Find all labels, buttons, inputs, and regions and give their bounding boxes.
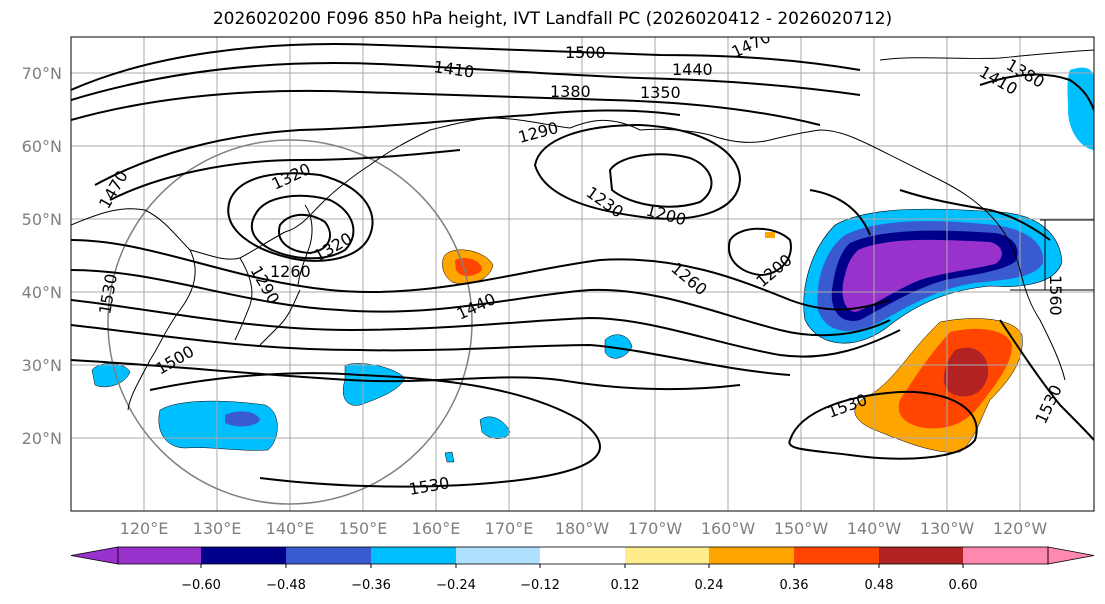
lat-label: 60°N bbox=[22, 137, 62, 156]
colorbar-segment bbox=[709, 547, 794, 564]
colorbar-tick-label: 0.60 bbox=[949, 578, 978, 593]
lon-label: 140°E bbox=[266, 519, 315, 538]
colorbar-tick-label: −0.36 bbox=[351, 578, 391, 593]
contour-label: 1440 bbox=[672, 60, 713, 79]
colorbar-segment bbox=[456, 547, 540, 564]
lat-label: 30°N bbox=[22, 356, 62, 375]
map-frame bbox=[70, 36, 1095, 512]
colorbar-tick-label: 0.48 bbox=[865, 578, 894, 593]
lon-label: 120°W bbox=[993, 519, 1048, 538]
contour-label: 1560 bbox=[1046, 275, 1065, 316]
colorbar-segment bbox=[963, 547, 1048, 564]
colorbar-segment bbox=[540, 547, 625, 564]
lat-label: 20°N bbox=[22, 429, 62, 448]
colorbar-extend-low bbox=[70, 546, 119, 565]
colorbar-segment bbox=[371, 547, 456, 564]
contour-label: 1500 bbox=[565, 43, 606, 62]
contour-label: 1350 bbox=[640, 83, 681, 102]
colorbar-extend-high bbox=[1047, 546, 1095, 565]
colorbar-tick-labels: −0.60 −0.48 −0.36 −0.24 −0.12 0.12 0.24 … bbox=[181, 578, 977, 593]
colorbar-tick-label: −0.60 bbox=[181, 578, 221, 593]
colorbar-segment bbox=[625, 547, 709, 564]
lon-label: 160°E bbox=[412, 519, 461, 538]
colorbar-segment bbox=[879, 547, 963, 564]
lat-label: 70°N bbox=[22, 64, 62, 83]
colorbar-tick-label: 0.12 bbox=[611, 578, 640, 593]
lon-label: 130°E bbox=[193, 519, 242, 538]
colorbar-segment bbox=[286, 547, 371, 564]
lon-label: 140°W bbox=[847, 519, 902, 538]
lon-label: 160°W bbox=[701, 519, 756, 538]
lon-label: 150°E bbox=[339, 519, 388, 538]
lon-label: 170°E bbox=[485, 519, 534, 538]
search-radius-circle bbox=[107, 139, 473, 505]
lat-label: 40°N bbox=[22, 283, 62, 302]
colorbar-outline bbox=[117, 546, 1049, 565]
colorbar-tick-label: 0.36 bbox=[780, 578, 809, 593]
lat-label: 50°N bbox=[22, 210, 62, 229]
lon-label: 130°W bbox=[920, 519, 975, 538]
contour-label: 1260 bbox=[270, 262, 311, 281]
colorbar-tick-label: 0.24 bbox=[695, 578, 724, 593]
colorbar-segment bbox=[794, 547, 879, 564]
colorbar-segment bbox=[118, 547, 201, 564]
colorbar-tick-label: −0.12 bbox=[520, 578, 560, 593]
contour-label: 1380 bbox=[550, 82, 591, 101]
latitude-labels: 70°N 60°N 50°N 40°N 30°N 20°N bbox=[22, 64, 62, 448]
lon-label: 150°W bbox=[774, 519, 829, 538]
height-contours bbox=[71, 43, 1094, 488]
colorbar-boxes bbox=[70, 546, 1095, 568]
colorbar-tick-label: −0.48 bbox=[266, 578, 306, 593]
colorbar-segment bbox=[201, 547, 286, 564]
lon-label: 180°W bbox=[555, 519, 610, 538]
map-title: 2026020200 F096 850 hPa height, IVT Land… bbox=[212, 9, 893, 29]
lon-label: 170°W bbox=[628, 519, 683, 538]
lon-label: 120°E bbox=[120, 519, 169, 538]
longitude-labels: 120°E 130°E 140°E 150°E 160°E 170°E 180°… bbox=[120, 519, 1048, 538]
colorbar-tick-label: −0.24 bbox=[436, 578, 476, 593]
